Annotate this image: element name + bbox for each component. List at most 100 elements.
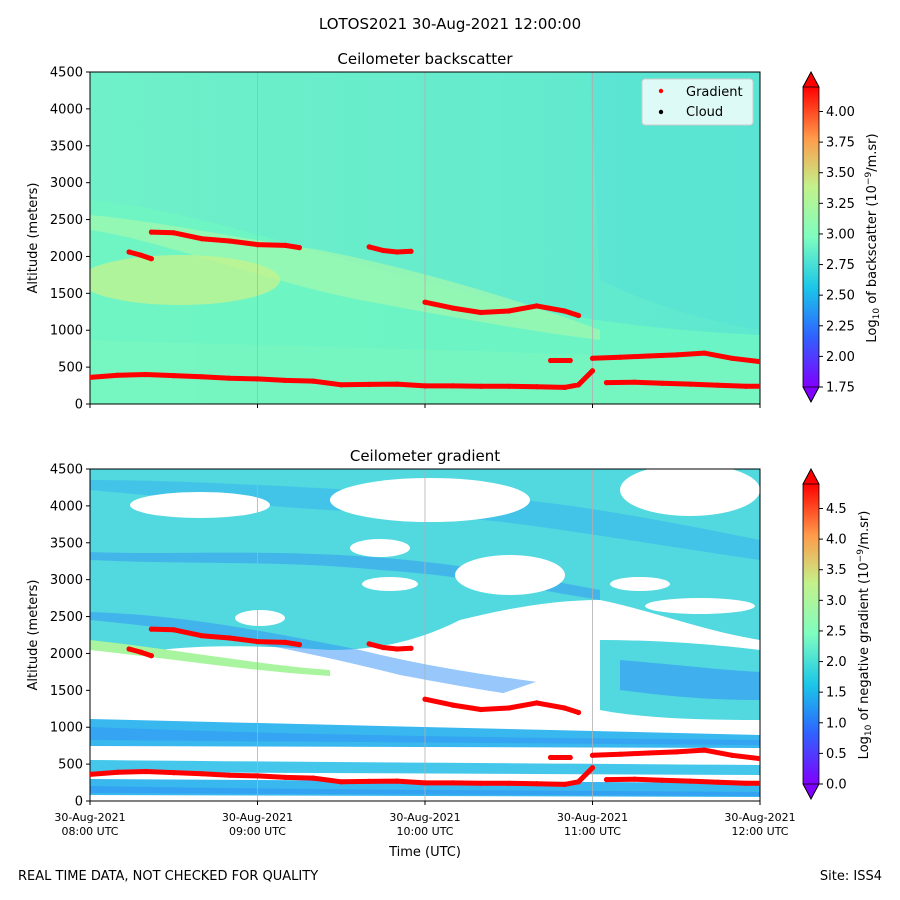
x-tick-label: 30-Aug-2021 12:00 UTC bbox=[724, 811, 795, 838]
gradient-point bbox=[548, 754, 554, 761]
gradient-point bbox=[148, 653, 154, 659]
gradient-point bbox=[506, 705, 512, 711]
gradient-layer-line bbox=[90, 765, 595, 787]
backscatter-colorbar-ticks: 1.75 2.00 2.25 2.50 2.75 3.00 3.25 3.50 3.75 4.00 bbox=[819, 105, 855, 396]
y-tick-label: 3000 bbox=[50, 573, 83, 588]
gradient-point bbox=[673, 749, 679, 755]
y-tick-label: 1500 bbox=[50, 287, 83, 302]
gradient-point bbox=[450, 780, 456, 786]
gradient-point bbox=[137, 649, 143, 655]
gradient-point bbox=[617, 354, 624, 360]
colorbar-tick-label: 2.00 bbox=[826, 350, 855, 365]
gradient-point bbox=[366, 778, 372, 785]
gradient-point bbox=[659, 777, 665, 783]
gradient-point bbox=[422, 383, 428, 389]
gradient-point bbox=[148, 626, 154, 632]
gradient-point bbox=[254, 242, 261, 248]
footer-site: Site: ISS4 bbox=[819, 869, 882, 884]
gradient-point bbox=[562, 384, 568, 390]
gradient-point bbox=[254, 376, 261, 382]
gradient-point bbox=[743, 780, 749, 786]
gradient-point bbox=[715, 382, 721, 388]
colorbar-tick-label: 2.75 bbox=[826, 258, 855, 273]
gradient-point bbox=[701, 747, 707, 753]
gradient-x-label: Time (UTC) bbox=[388, 845, 461, 860]
gradient-point bbox=[408, 645, 414, 651]
gradient-point bbox=[394, 778, 400, 784]
gradient-point bbox=[562, 308, 568, 314]
gradient-point bbox=[603, 777, 610, 783]
gradient-point bbox=[422, 299, 428, 305]
gradient-point bbox=[115, 769, 121, 775]
gradient-point bbox=[148, 229, 154, 235]
gradient-point bbox=[90, 374, 93, 380]
legend-gradient-marker bbox=[658, 88, 664, 94]
gradient-point bbox=[478, 383, 484, 389]
gradient-point bbox=[171, 627, 177, 633]
gradient-point bbox=[296, 245, 302, 251]
gradient-point bbox=[589, 355, 596, 361]
colorbar-tick-label: 4.0 bbox=[826, 533, 847, 548]
gradient-point bbox=[631, 776, 638, 782]
gradient-layer-line bbox=[366, 641, 414, 652]
gradient-point bbox=[199, 771, 205, 777]
gradient-point bbox=[366, 381, 372, 387]
gradient-point bbox=[478, 309, 484, 316]
x-tick-label: 30-Aug-2021 11:00 UTC bbox=[557, 811, 628, 838]
gradient-point bbox=[567, 357, 573, 364]
backscatter-title: Ceilometer backscatter bbox=[337, 50, 513, 68]
backscatter-y-label: Altitude (meters) bbox=[26, 183, 41, 294]
gradient-layer-line bbox=[90, 368, 595, 390]
gradient-point bbox=[380, 644, 386, 651]
gradient-point bbox=[757, 383, 760, 389]
gradient-gradient-markers bbox=[90, 626, 760, 788]
colorbar-tick-label: 1.0 bbox=[826, 716, 847, 731]
y-tick-label: 2000 bbox=[50, 250, 83, 265]
gradient-point bbox=[729, 752, 735, 758]
gradient-grid bbox=[257, 469, 593, 801]
colorbar-tick-label: 1.75 bbox=[826, 381, 855, 396]
colorbar-tick-label: 3.00 bbox=[826, 227, 855, 242]
y-tick-label: 1000 bbox=[50, 721, 83, 736]
gradient-point bbox=[366, 641, 372, 647]
gradient-point bbox=[617, 751, 624, 757]
gradient-point bbox=[380, 247, 386, 254]
gradient-point bbox=[90, 771, 93, 777]
gradient-colorbar: 0.0 0.5 1.0 1.5 2.0 2.5 3.0 3.5 4.0 4.5 Log10 of … bbox=[802, 468, 874, 800]
gradient-point bbox=[506, 383, 512, 389]
colorbar-tick-label: 0.0 bbox=[826, 778, 847, 793]
y-tick-label: 500 bbox=[58, 361, 83, 376]
gradient-point bbox=[575, 312, 582, 319]
x-tick-label: 30-Aug-2021 08:00 UTC bbox=[54, 811, 125, 838]
footer-quality-note: REAL TIME DATA, NOT CHECKED FOR QUALITY bbox=[18, 869, 319, 884]
y-tick-label: 1000 bbox=[50, 324, 83, 339]
y-tick-label: 4000 bbox=[50, 499, 83, 514]
gradient-point bbox=[366, 244, 372, 250]
gradient-point bbox=[282, 242, 288, 248]
colorbar-tick-label: 2.25 bbox=[826, 319, 855, 334]
gradient-point bbox=[422, 780, 428, 786]
colorbar-tick-label: 2.50 bbox=[826, 289, 855, 304]
y-tick-label: 3500 bbox=[50, 536, 83, 551]
gradient-point bbox=[227, 238, 233, 244]
gradient-y-label: Altitude (meters) bbox=[26, 580, 41, 691]
gradient-point bbox=[534, 303, 540, 309]
gradient-point bbox=[148, 256, 154, 262]
gradient-point bbox=[394, 381, 400, 387]
gradient-point bbox=[645, 750, 651, 756]
y-tick-label: 1500 bbox=[50, 684, 83, 699]
y-tick-label: 500 bbox=[58, 758, 83, 773]
gradient-point bbox=[338, 779, 344, 785]
gradient-point bbox=[743, 383, 749, 389]
y-tick-label: 4500 bbox=[50, 66, 83, 81]
gradient-point bbox=[254, 639, 261, 645]
backscatter-y-ticks: 0 500 1000 1500 2000 2500 3000 3500 4000 4500 bbox=[50, 66, 90, 413]
backscatter-colorbar-label: Log10 of backscatter (10−9/m.sr) bbox=[864, 133, 882, 342]
gradient-point bbox=[757, 780, 760, 786]
gradient-point bbox=[506, 308, 512, 314]
gradient-point bbox=[199, 633, 205, 639]
gradient-point bbox=[338, 382, 344, 388]
backscatter-grid bbox=[257, 72, 593, 404]
x-tick-label: 30-Aug-2021 09:00 UTC bbox=[222, 811, 293, 838]
colorbar-tick-label: 3.5 bbox=[826, 563, 847, 578]
